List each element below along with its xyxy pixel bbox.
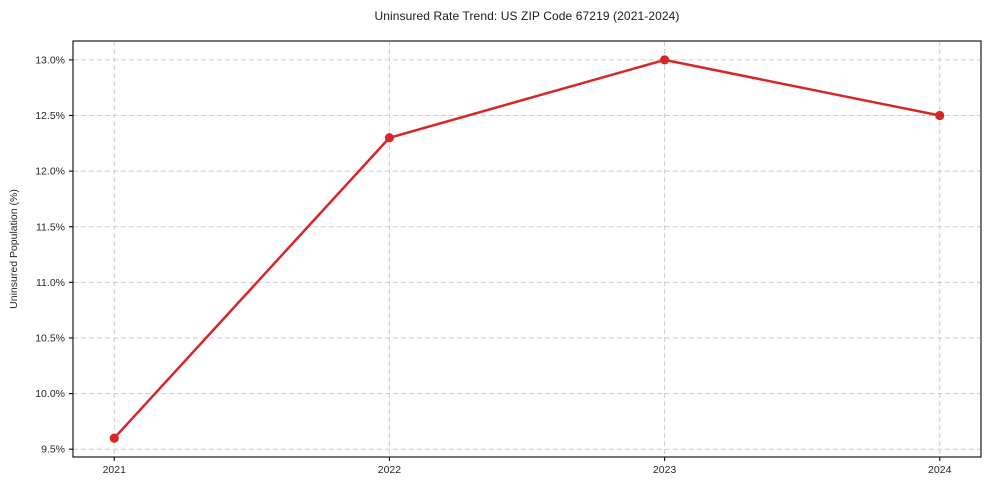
y-tick-label: 10.5%: [35, 332, 65, 344]
gridlines: [73, 41, 981, 457]
y-tick-label: 12.0%: [35, 166, 65, 178]
plot-border: [72, 40, 982, 458]
data-point: [384, 133, 395, 143]
y-tick-label: 12.5%: [35, 110, 65, 122]
data-point: [109, 433, 119, 443]
x-axis: 2021 2022 2023 2024: [103, 457, 952, 476]
data-point: [659, 55, 670, 65]
y-tick-label: 13.0%: [35, 54, 65, 66]
x-tick-label: 2021: [103, 464, 127, 476]
x-tick-label: 2024: [928, 464, 952, 476]
chart-title: Uninsured Rate Trend: US ZIP Code 67219 …: [374, 9, 680, 23]
data-points: [109, 55, 945, 443]
y-tick-label: 10.0%: [35, 388, 65, 400]
y-tick-label: 9.5%: [41, 444, 65, 456]
y-tick-label: 11.0%: [36, 277, 65, 289]
x-tick-label: 2022: [378, 464, 402, 476]
trend-line: [113, 58, 941, 440]
data-point: [935, 110, 945, 121]
x-tick-label: 2023: [653, 464, 677, 476]
y-tick-label: 11.5%: [36, 221, 65, 233]
y-axis: 9.5% 10.0% 10.5% 11.0% 11.5% 12.0% 12.5% 13.0%: [35, 54, 73, 456]
